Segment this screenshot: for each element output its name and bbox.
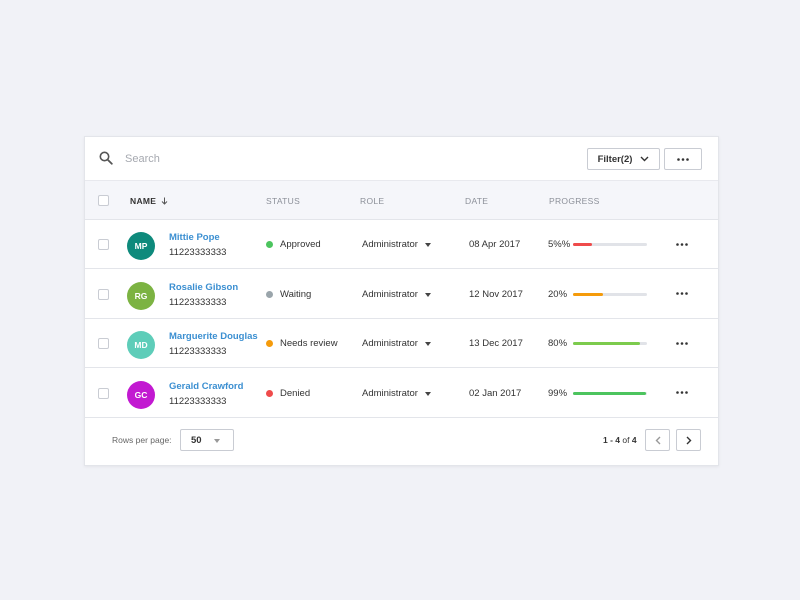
previous-page-button[interactable] xyxy=(645,429,670,451)
status-text: Waiting xyxy=(280,288,312,300)
table-row[interactable]: GC Gerald Crawford 11223333333 Denied Admini… xyxy=(85,369,718,418)
pagination-info: 1 - 4 of 4 xyxy=(603,435,637,445)
table-toolbar: Filter(2) xyxy=(85,137,718,180)
status-text: Needs review xyxy=(280,338,338,349)
page-range: 1 - 4 xyxy=(603,435,621,445)
avatar: MP xyxy=(127,232,155,260)
user-name-link[interactable]: Gerald Crawford xyxy=(169,380,244,392)
status-dot xyxy=(266,340,273,347)
page-of: of xyxy=(622,435,630,445)
row-actions-button[interactable] xyxy=(673,335,691,351)
column-header-progress[interactable]: PROGRESS xyxy=(549,196,600,206)
column-name-label: NAME xyxy=(130,196,157,206)
status-text: Denied xyxy=(280,387,311,399)
more-horizontal-icon xyxy=(676,341,688,345)
progress-track xyxy=(573,391,647,395)
next-page-button[interactable] xyxy=(676,429,701,451)
progress-track xyxy=(573,243,647,246)
row-actions-button[interactable] xyxy=(673,385,691,401)
row-actions-button[interactable] xyxy=(673,286,691,302)
chevron-left-icon xyxy=(655,436,660,444)
role-select[interactable]: Administrator xyxy=(362,239,418,250)
progress-track xyxy=(573,292,647,296)
column-header-date[interactable]: DATE xyxy=(465,196,489,206)
user-name-link[interactable]: Marguerite Douglas xyxy=(169,331,258,342)
search-icon[interactable] xyxy=(99,151,113,165)
avatar: RG xyxy=(127,281,155,310)
role-select[interactable]: Administrator xyxy=(362,387,418,399)
column-header-role[interactable]: ROLE xyxy=(360,196,385,206)
more-horizontal-icon xyxy=(676,391,688,394)
arrow-down-icon xyxy=(161,197,168,205)
caret-down-icon[interactable] xyxy=(425,292,431,297)
status-text: Approved xyxy=(280,239,321,250)
progress-fill xyxy=(573,342,640,345)
row-checkbox[interactable] xyxy=(98,239,109,250)
table-footer: Rows per page: 50 1 - 4 of 4 xyxy=(85,418,718,465)
page-total: 4 xyxy=(631,435,637,445)
column-header-name[interactable]: NAME xyxy=(130,196,168,206)
role-select[interactable]: Administrator xyxy=(362,338,418,349)
user-name-link[interactable]: Rosalie Gibson xyxy=(169,281,239,293)
search-input[interactable] xyxy=(123,148,427,170)
status-dot xyxy=(266,290,273,298)
row-checkbox[interactable] xyxy=(98,387,109,399)
date-text: 13 Dec 2017 xyxy=(469,338,523,349)
caret-down-icon[interactable] xyxy=(425,243,431,247)
user-phone: 11223333333 xyxy=(169,395,227,407)
status-dot xyxy=(266,241,273,248)
date-text: 08 Apr 2017 xyxy=(469,239,521,250)
row-checkbox[interactable] xyxy=(98,338,109,349)
more-horizontal-icon xyxy=(676,242,688,246)
status-dot xyxy=(266,389,273,397)
date-text: 02 Jan 2017 xyxy=(469,387,522,399)
row-actions-button[interactable] xyxy=(673,236,691,252)
select-all-checkbox[interactable] xyxy=(98,195,109,206)
role-select[interactable]: Administrator xyxy=(362,288,418,300)
progress-fill xyxy=(573,243,592,246)
avatar: GC xyxy=(127,380,155,409)
row-checkbox[interactable] xyxy=(98,288,109,300)
table-row[interactable]: RG Rosalie Gibson 11223333333 Waiting Admini… xyxy=(85,270,718,319)
rows-per-page-value: 50 xyxy=(191,435,202,446)
progress-percent: 5%% xyxy=(548,239,571,250)
caret-down-icon[interactable] xyxy=(425,391,431,396)
filter-button[interactable]: Filter(2) xyxy=(587,148,660,170)
table-row[interactable]: MD Marguerite Douglas 11223333333 Needs rev… xyxy=(85,319,718,368)
user-phone: 11223333333 xyxy=(169,296,227,308)
users-table-card: Filter(2) NAME STATUS ROLE DATE PROGRESS… xyxy=(84,136,719,466)
progress-percent: 20% xyxy=(548,288,568,300)
more-horizontal-icon xyxy=(676,292,688,295)
avatar: MD xyxy=(127,331,155,359)
user-name-link[interactable]: Mittie Pope xyxy=(169,232,220,243)
column-header-status[interactable]: STATUS xyxy=(266,196,301,206)
chevron-right-icon xyxy=(686,436,691,444)
user-phone: 11223333333 xyxy=(169,346,227,357)
progress-fill xyxy=(573,292,603,296)
progress-percent: 80% xyxy=(548,338,568,349)
rows-per-page-label: Rows per page: xyxy=(112,435,172,445)
user-phone: 11223333333 xyxy=(169,247,227,258)
progress-track xyxy=(573,342,647,345)
table-header: NAME STATUS ROLE DATE PROGRESS xyxy=(85,180,718,220)
caret-down-icon[interactable] xyxy=(425,342,431,346)
progress-percent: 99% xyxy=(548,387,568,399)
chevron-down-icon xyxy=(640,156,649,162)
table-row[interactable]: MP Mittie Pope 11223333333 Approved Administ… xyxy=(85,220,718,269)
more-options-button[interactable] xyxy=(664,148,702,170)
progress-fill xyxy=(573,391,647,395)
date-text: 12 Nov 2017 xyxy=(469,288,523,300)
rows-per-page-select[interactable]: 50 xyxy=(180,429,234,451)
more-horizontal-icon xyxy=(677,157,689,161)
caret-down-icon xyxy=(214,439,220,443)
filter-button-label: Filter(2) xyxy=(597,153,633,165)
